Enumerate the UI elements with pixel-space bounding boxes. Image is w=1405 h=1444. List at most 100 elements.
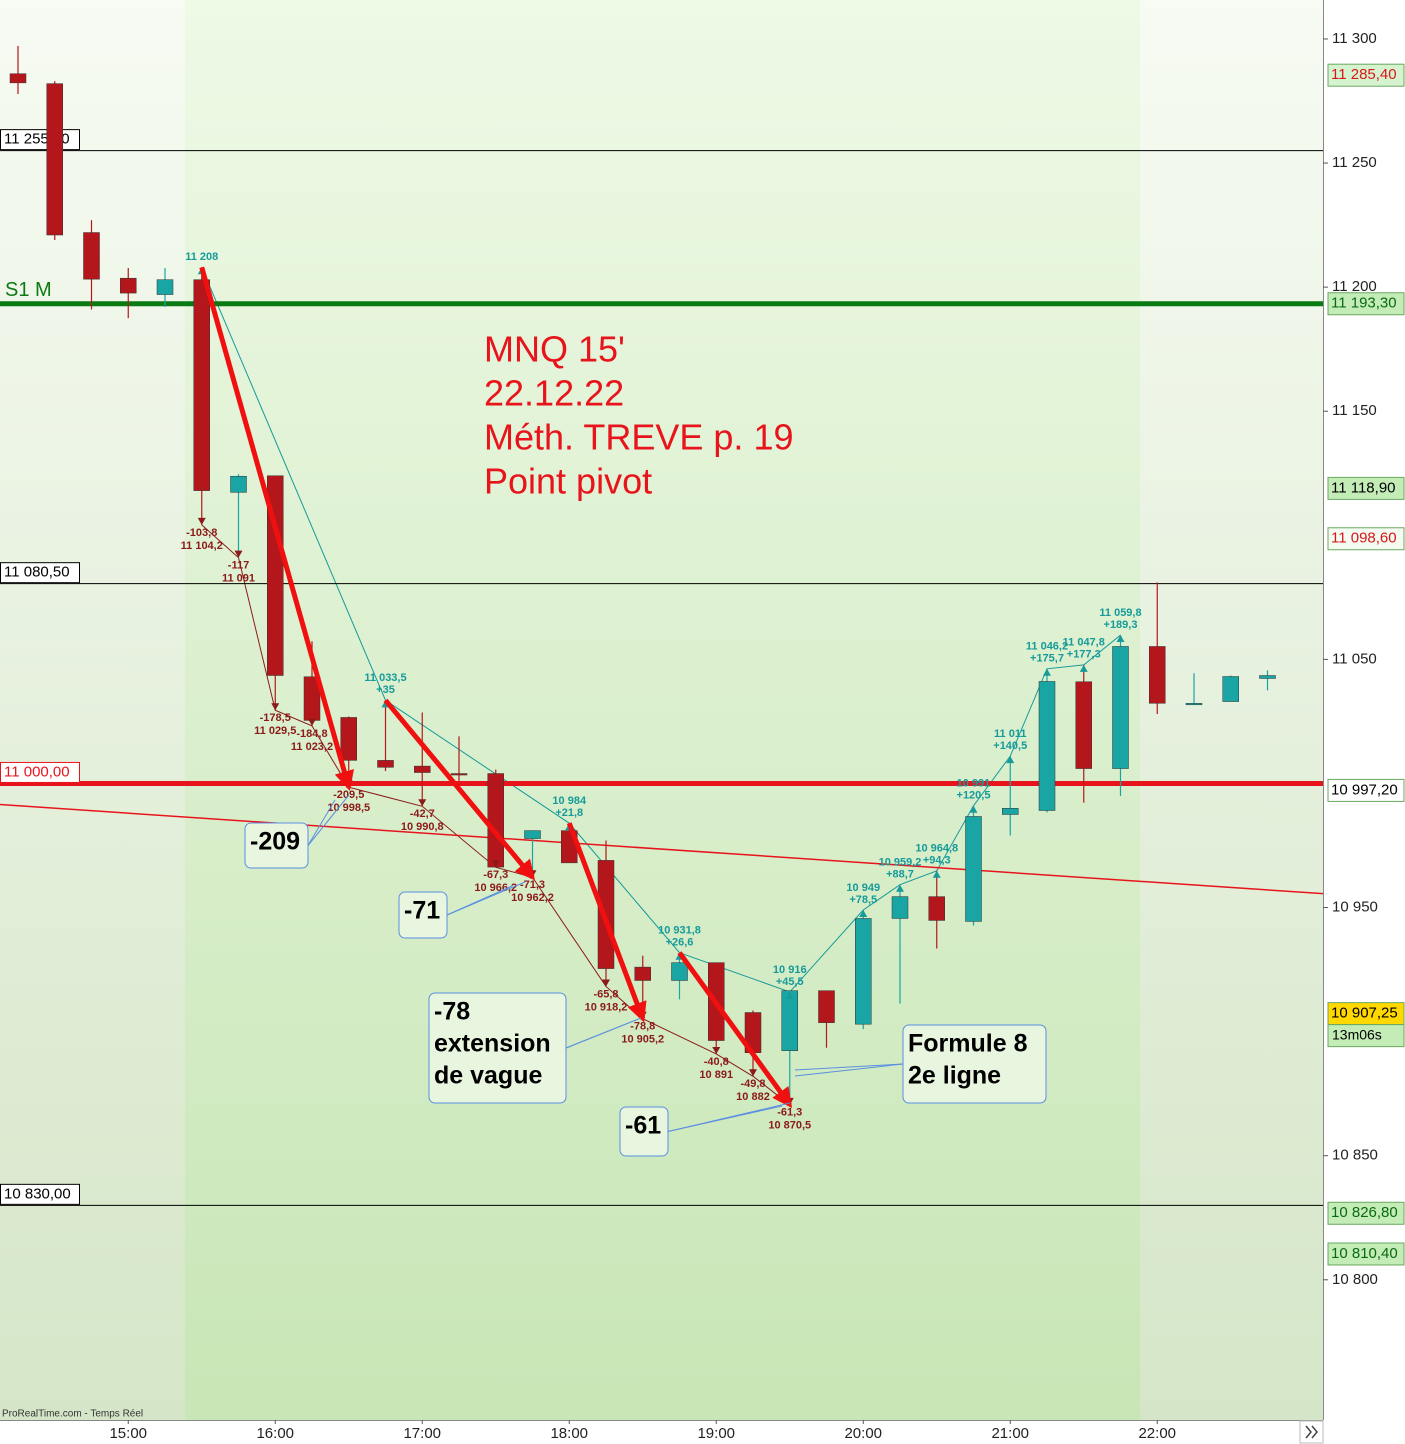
trendline bbox=[0, 803, 1324, 895]
swing_high-value-label: 11 011 bbox=[994, 728, 1026, 740]
swing_high-delta: +175,7 bbox=[1030, 653, 1064, 665]
swing_low-value-label: 10 905,2 bbox=[621, 1034, 664, 1046]
annotation-box bbox=[244, 822, 309, 869]
x-tick-label: 18:00 bbox=[550, 1425, 588, 1442]
candle-body bbox=[1075, 681, 1092, 769]
swing_low-value-label: 10 870,5 bbox=[768, 1120, 811, 1132]
swing_high-value-label: 11 208 bbox=[185, 251, 218, 263]
swing_high-delta: +21,8 bbox=[555, 807, 583, 819]
swing_low-marker bbox=[712, 1046, 721, 1054]
swing_high-value-label: 11 046,2 bbox=[1026, 641, 1068, 653]
swing_low-marker bbox=[308, 718, 316, 726]
candle-body bbox=[1038, 681, 1056, 811]
swing_high-delta: +94,3 bbox=[923, 855, 951, 867]
swing_high-marker bbox=[785, 991, 794, 999]
pivot-label: S1 M bbox=[5, 279, 52, 301]
candle-body bbox=[1002, 808, 1019, 815]
candle-body bbox=[671, 962, 688, 981]
candle-body bbox=[9, 73, 27, 84]
y-tick-label: 11 250 bbox=[1332, 154, 1377, 171]
swing_low-marker bbox=[418, 799, 427, 807]
annotation-text: extension bbox=[434, 1030, 551, 1058]
level-label: 11 080,50 bbox=[4, 564, 70, 581]
swing_high-marker bbox=[1006, 756, 1015, 764]
swing_high-value-label: 11 047,8 bbox=[1063, 637, 1105, 649]
candle-body bbox=[267, 475, 284, 676]
price-label: 11 118,90 bbox=[1331, 479, 1396, 496]
swing_high-marker bbox=[896, 884, 904, 892]
swing_low-value-label: 10 998,5 bbox=[327, 802, 370, 814]
annotation-leader bbox=[794, 1063, 904, 1077]
y-tick-label: 11 050 bbox=[1332, 650, 1377, 667]
candle-body bbox=[46, 83, 63, 236]
x-tick-label: 20:00 bbox=[844, 1425, 882, 1442]
swing_low-delta: -103,8 bbox=[186, 527, 217, 539]
x-tick-label: 21:00 bbox=[991, 1425, 1029, 1442]
candle-body bbox=[634, 966, 651, 981]
annotation-text: -61 bbox=[625, 1112, 661, 1140]
candle-body bbox=[156, 279, 174, 295]
annotation-box bbox=[902, 1024, 1047, 1104]
scroll-icon bbox=[1305, 1425, 1318, 1439]
candle-body bbox=[340, 717, 357, 761]
price-label: 10 810,40 bbox=[1331, 1245, 1398, 1262]
y-tick-label: 10 800 bbox=[1332, 1271, 1378, 1288]
chart-title: Point pivot bbox=[484, 461, 652, 502]
x-tick-label: 19:00 bbox=[697, 1425, 735, 1442]
swing_high-delta: +120,5 bbox=[957, 790, 991, 802]
swing_low-delta: -117 bbox=[228, 560, 249, 572]
candle-body bbox=[891, 896, 909, 919]
swing_high-value-label: 10 916 bbox=[773, 964, 807, 976]
candle-body bbox=[1149, 646, 1166, 704]
price-label: 11 193,30 bbox=[1331, 295, 1397, 312]
swing_high-value-label: 11 059,8 bbox=[1099, 607, 1141, 619]
swing_high-marker bbox=[969, 805, 978, 813]
swing_high-marker bbox=[1116, 635, 1125, 643]
y-tick-label: 10 850 bbox=[1332, 1147, 1378, 1164]
swing_low-value-label: 10 962,2 bbox=[511, 892, 554, 904]
swing_high-value-label: 11 033,5 bbox=[364, 672, 406, 684]
annotation-leader bbox=[667, 1105, 783, 1132]
price-label-box bbox=[1327, 1201, 1405, 1225]
swing_high-delta: +189,3 bbox=[1104, 619, 1138, 631]
swing_low-marker bbox=[749, 1069, 757, 1077]
x-axis-area bbox=[0, 1420, 1323, 1444]
x-tick-label: 16:00 bbox=[256, 1425, 294, 1442]
swing_high-delta: +45,5 bbox=[776, 976, 804, 988]
countdown-box bbox=[1327, 1024, 1405, 1048]
annotation-text: 2e ligne bbox=[908, 1062, 1001, 1090]
level-label-box bbox=[0, 562, 80, 584]
swing_low-value-label: 10 918,2 bbox=[585, 1001, 628, 1013]
chart-layer: 11 300 11 250 11 200 11 150 11 050 10 950 10 8… bbox=[0, 30, 1405, 1442]
swing_high-marker bbox=[1079, 664, 1088, 672]
candle-body bbox=[524, 830, 541, 839]
swing_high-delta: +35 bbox=[376, 684, 395, 696]
swing_low-delta: -40,8 bbox=[704, 1056, 729, 1068]
swing_low-value-label: 10 966,2 bbox=[474, 882, 517, 894]
arrow bbox=[566, 822, 647, 1023]
swing_high-marker bbox=[1043, 668, 1051, 676]
swing_low-delta: -42,7 bbox=[410, 808, 435, 820]
swing_low-marker bbox=[491, 860, 500, 868]
candle-body bbox=[928, 896, 945, 921]
candle-body bbox=[965, 816, 982, 922]
candle-body bbox=[1112, 646, 1129, 769]
swing_low-marker bbox=[602, 979, 610, 987]
annotation-leader bbox=[446, 885, 513, 916]
candle-body bbox=[450, 773, 468, 776]
countdown: 13m06s bbox=[1332, 1026, 1382, 1042]
swing_low-value-label: 10 891 bbox=[699, 1069, 733, 1081]
annotation-box bbox=[398, 891, 448, 939]
x-tick-label: 22:00 bbox=[1138, 1425, 1176, 1442]
price-label-box bbox=[1327, 63, 1405, 87]
swing_low-value-label: 11 104,2 bbox=[181, 540, 223, 552]
swing_high-marker bbox=[932, 870, 941, 878]
swing_low-delta: -184,8 bbox=[296, 728, 327, 740]
candle-body bbox=[83, 232, 100, 280]
swing_high-delta: +88,7 bbox=[886, 869, 914, 881]
swing_high-delta: +140,5 bbox=[993, 740, 1027, 752]
session-background bbox=[185, 0, 1140, 1420]
swing_low-marker bbox=[197, 517, 206, 525]
swing_high-value-label: 10 931,8 bbox=[658, 925, 701, 937]
swing_high-value-label: 10 964,8 bbox=[915, 843, 958, 855]
